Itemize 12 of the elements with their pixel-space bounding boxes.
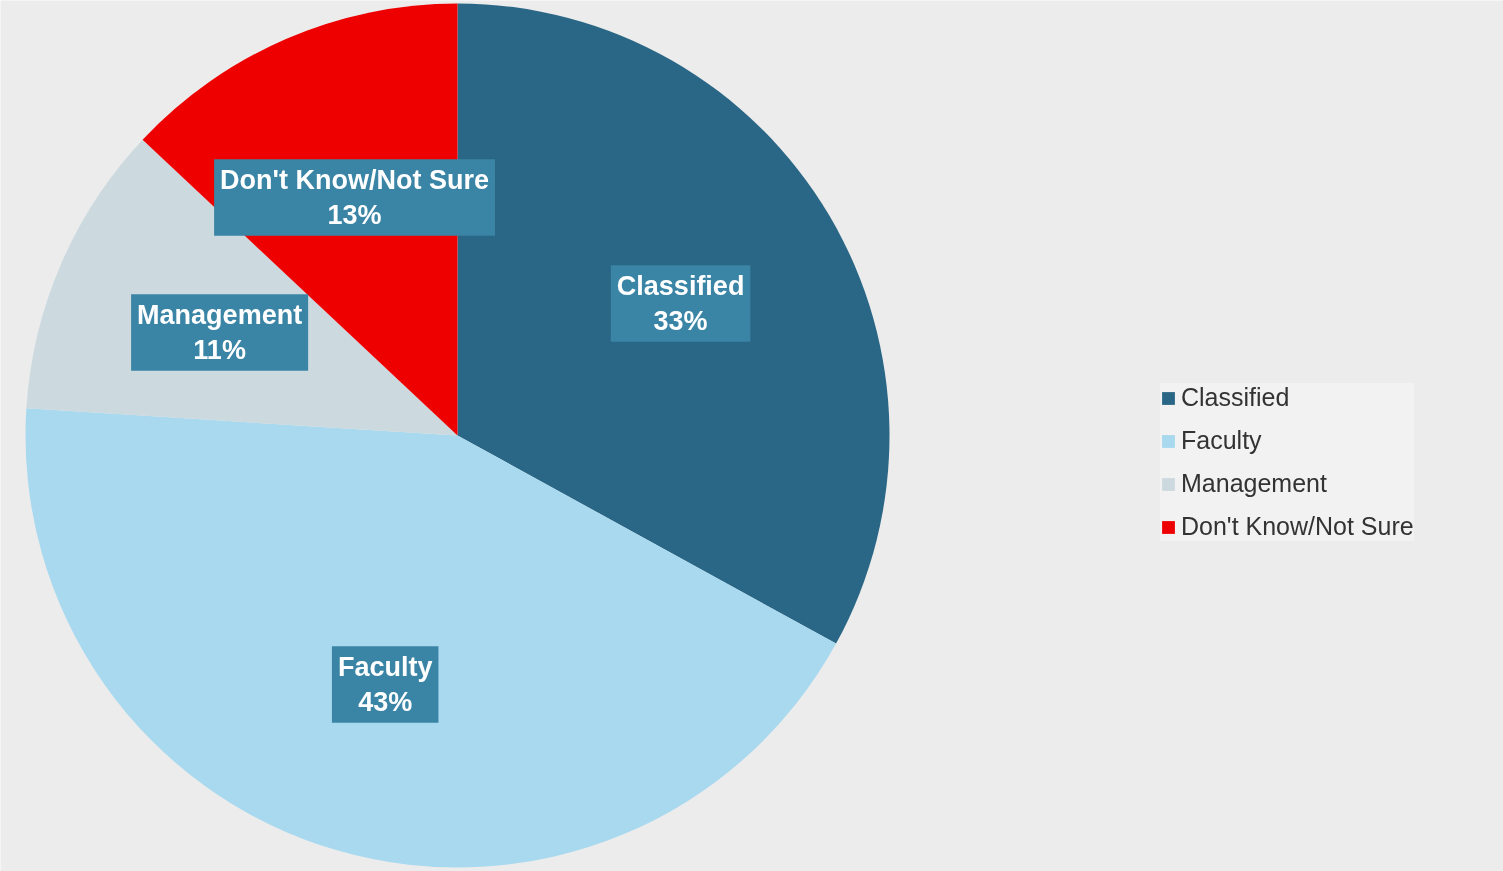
legend-label: Faculty: [1181, 426, 1262, 455]
slice-label: Management: [137, 300, 303, 331]
legend-label: Management: [1181, 469, 1327, 498]
data-label: 13%: [327, 199, 382, 230]
legend-label: Classified: [1181, 383, 1290, 412]
data-label: 33%: [653, 305, 708, 336]
legend-label: Don't Know/Not Sure: [1181, 512, 1414, 541]
slice-label: Faculty: [337, 652, 433, 683]
slice-label: Don't Know/Not Sure: [220, 165, 490, 196]
data-label: 43%: [358, 686, 413, 717]
slice-label: Classified: [616, 271, 745, 302]
data-label: 11%: [193, 334, 246, 365]
